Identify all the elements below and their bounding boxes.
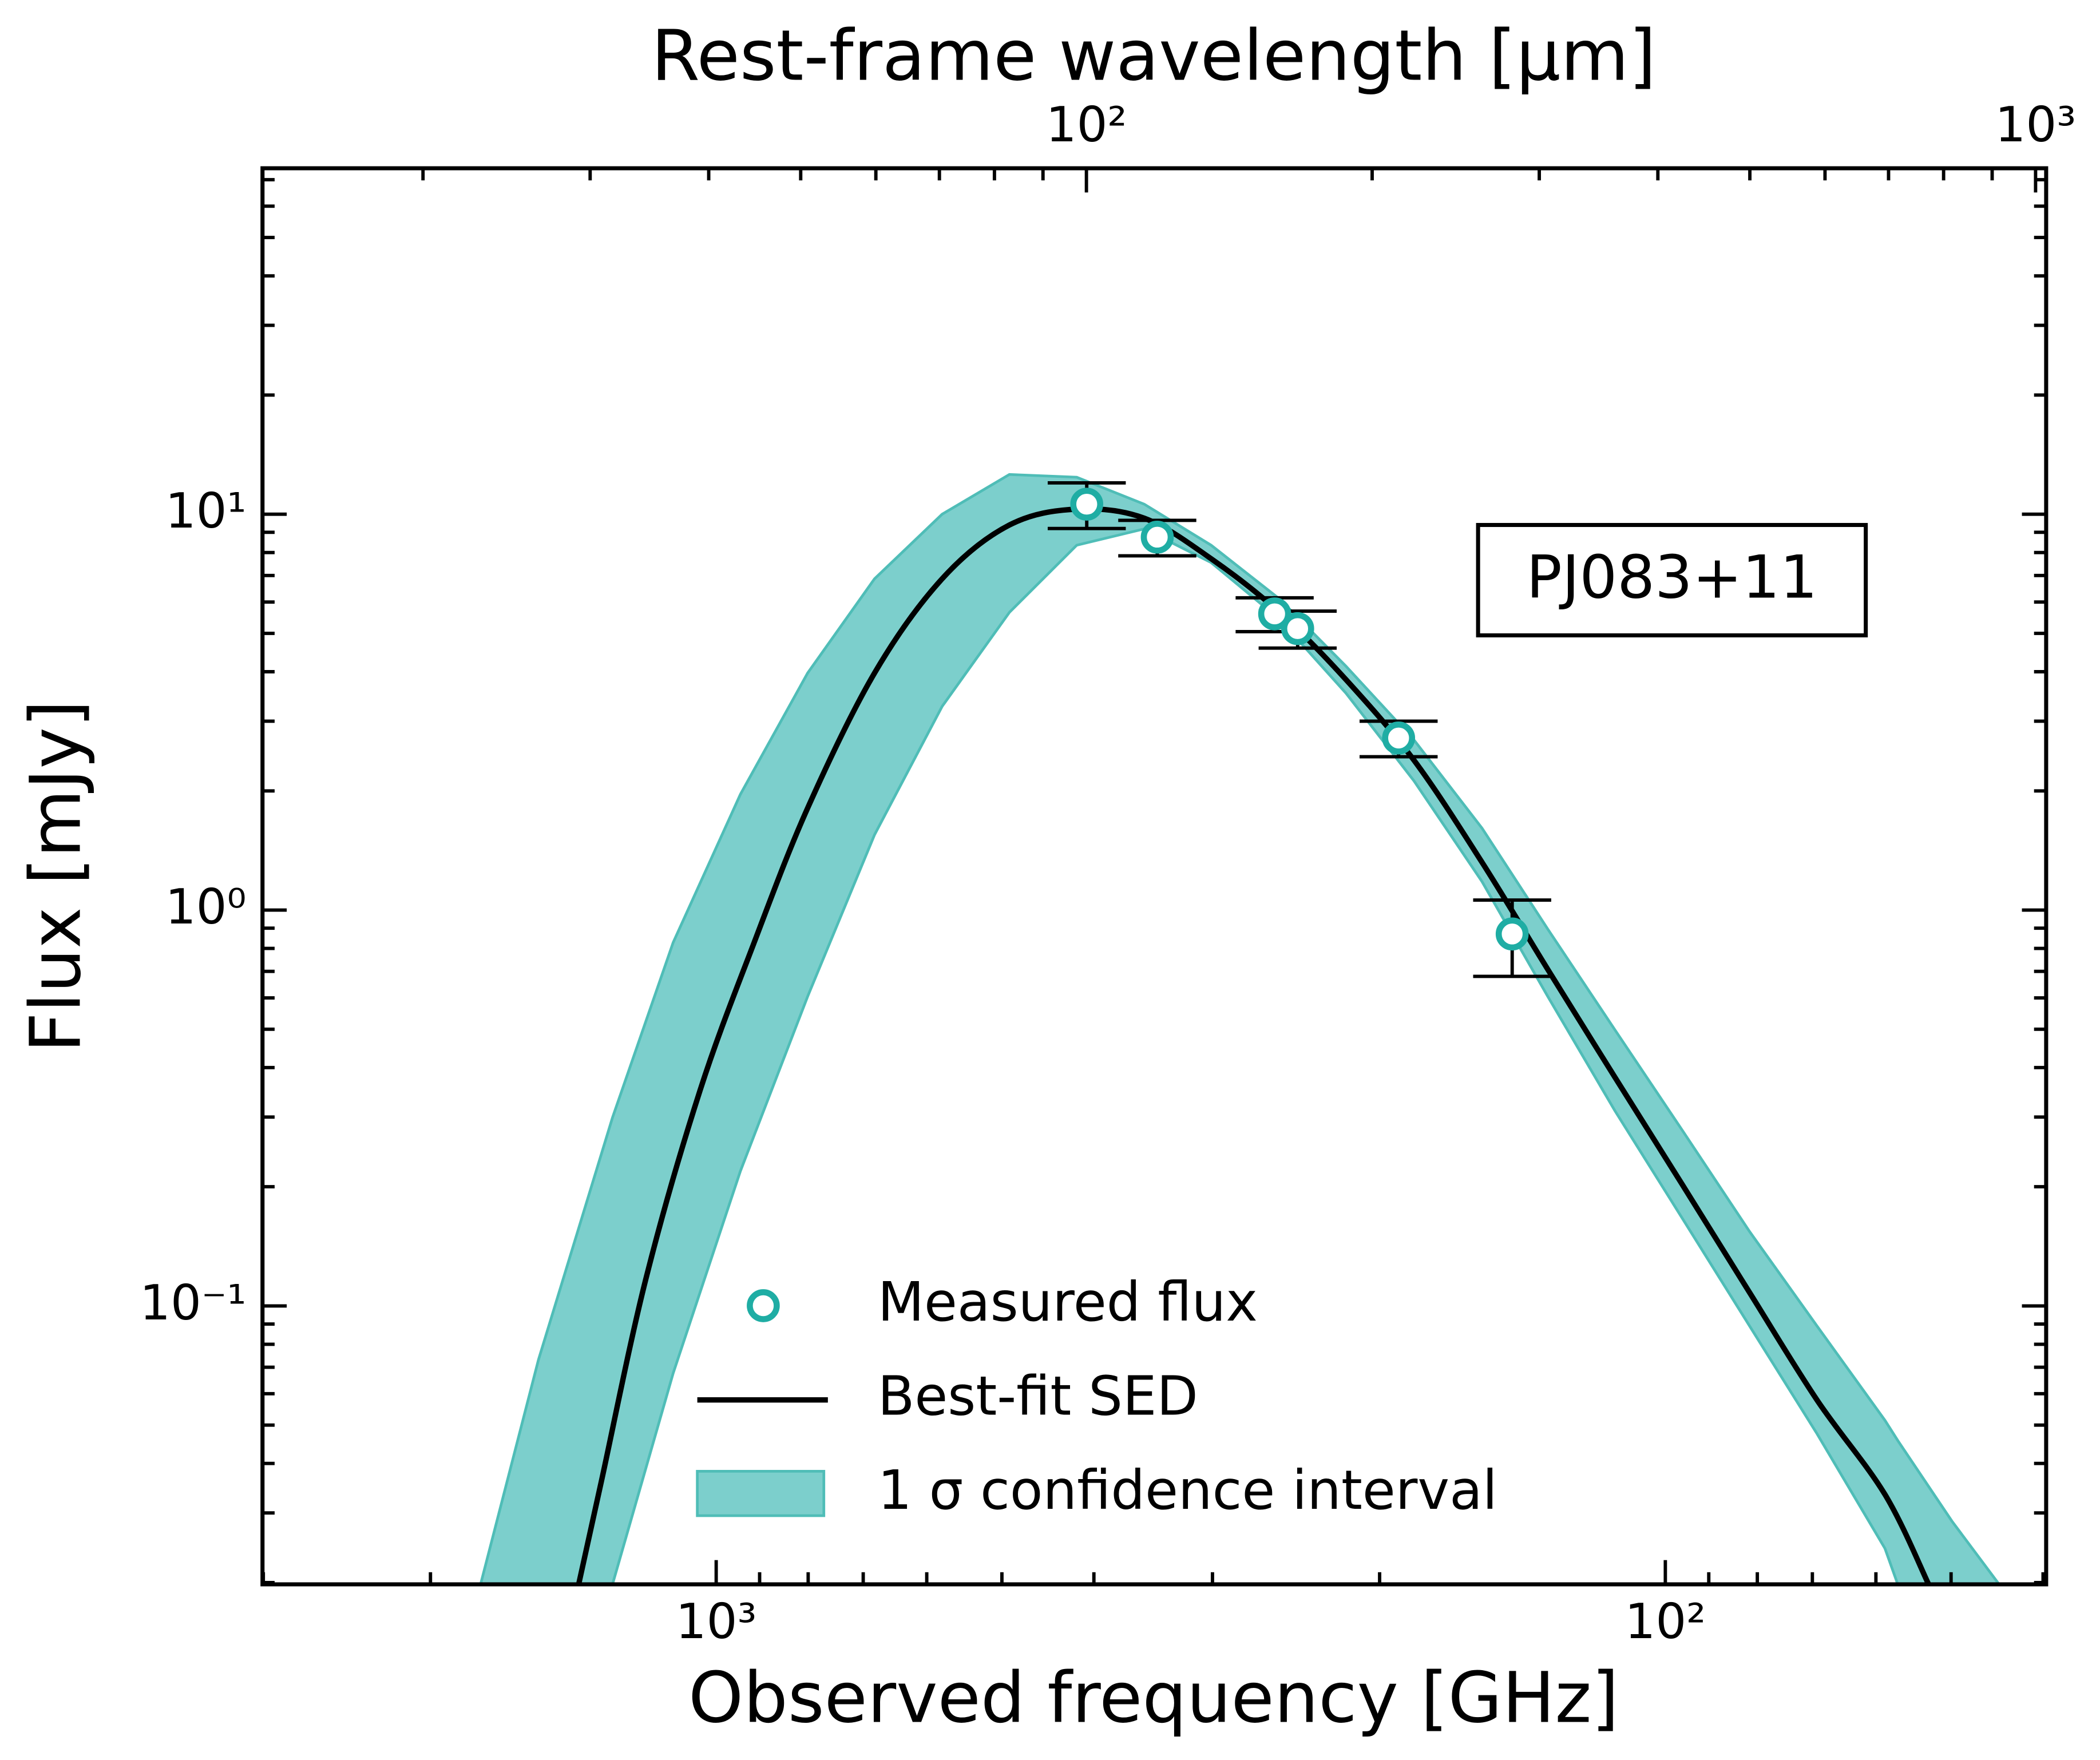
legend-band — [696, 1470, 826, 1517]
best-fit-line — [576, 506, 1931, 1584]
x2-axis-label: Rest-frame wavelength [μm] — [651, 15, 1656, 97]
legend-label: Measured flux — [878, 1271, 1258, 1334]
x2-tick-label: 10³ — [1995, 96, 2077, 153]
annotation: PJ083+11 — [1526, 544, 1817, 612]
legend-label: Best-fit SED — [878, 1366, 1198, 1428]
x-axis-label: Observed frequency [GHz] — [688, 1657, 1619, 1739]
plot-area — [479, 473, 2001, 1584]
legend-marker — [747, 1289, 780, 1322]
data-point — [1258, 597, 1291, 631]
y-tick-label: 10⁰ — [165, 878, 247, 935]
data-point — [1382, 722, 1416, 755]
confidence-band — [479, 473, 2001, 1584]
annotation-box — [1476, 522, 1868, 637]
plot-frame — [260, 166, 2049, 1587]
legend-label: 1 σ confidence interval — [878, 1460, 1497, 1522]
y-axis-label: Flux [mJy] — [15, 700, 97, 1052]
x-tick-label: 10² — [1625, 1593, 1706, 1650]
data-point — [1281, 612, 1314, 645]
y-tick-label: 10¹ — [165, 482, 247, 539]
x2-tick-label: 10² — [1046, 96, 1127, 153]
y-tick-label: 10⁻¹ — [140, 1274, 246, 1331]
data-point — [1070, 487, 1104, 521]
data-point — [1140, 520, 1174, 554]
data-point — [1495, 917, 1529, 951]
x-tick-label: 10³ — [676, 1593, 757, 1650]
